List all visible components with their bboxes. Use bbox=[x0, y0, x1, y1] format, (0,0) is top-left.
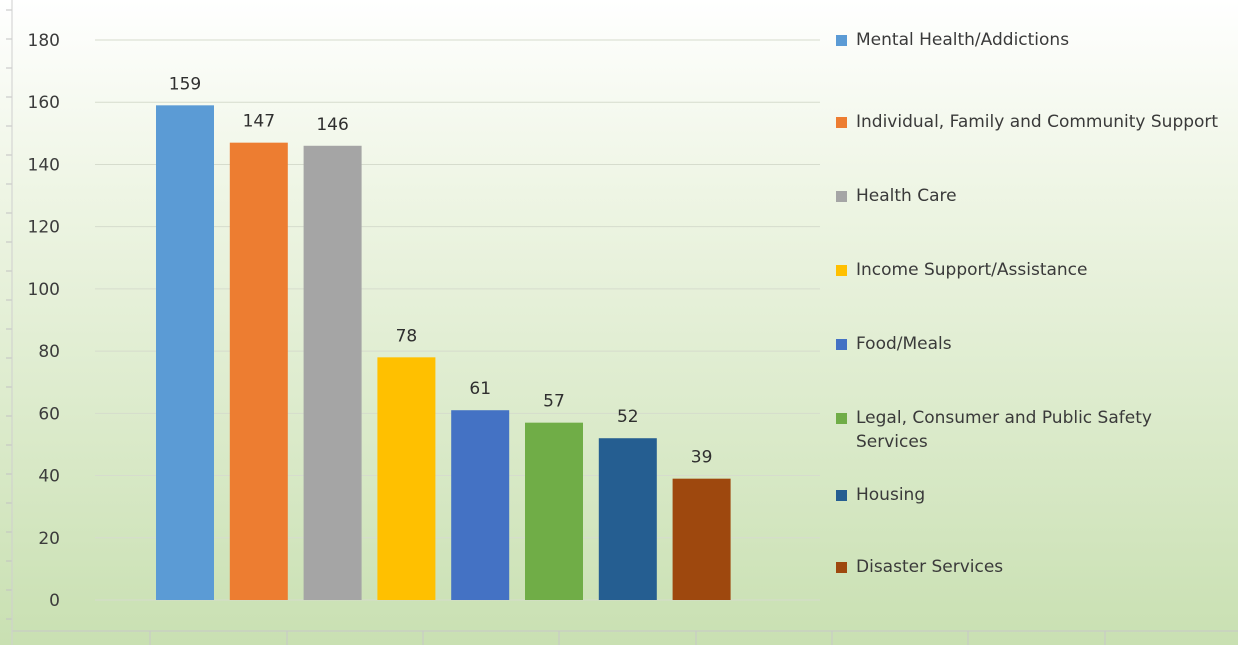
y-tick-label: 80 bbox=[38, 342, 60, 362]
legend-item: Health Care bbox=[836, 184, 1226, 208]
legend-label: Disaster Services bbox=[856, 557, 1004, 577]
legend-label: Health Care bbox=[856, 186, 957, 206]
bar bbox=[672, 478, 731, 600]
legend-item: Housing bbox=[836, 483, 1226, 507]
legend-item: Disaster Services bbox=[836, 555, 1226, 579]
data-label: 159 bbox=[169, 74, 201, 94]
legend-swatch bbox=[836, 35, 847, 46]
legend-swatch bbox=[836, 339, 847, 350]
data-label: 146 bbox=[316, 115, 348, 135]
y-tick-label: 20 bbox=[38, 529, 60, 549]
bar-series bbox=[156, 105, 731, 600]
legend-label: Mental Health/Addictions bbox=[856, 30, 1070, 50]
legend-item: Mental Health/Addictions bbox=[836, 28, 1226, 52]
y-tick-label: 0 bbox=[49, 591, 60, 611]
legend-item: Food/Meals bbox=[836, 332, 1226, 356]
legend-swatch bbox=[836, 490, 847, 501]
data-label: 52 bbox=[617, 407, 639, 427]
y-tick-label: 120 bbox=[28, 218, 60, 238]
y-tick-label: 60 bbox=[38, 404, 60, 424]
bar bbox=[377, 357, 436, 600]
bar bbox=[598, 438, 657, 600]
legend-swatch bbox=[836, 191, 847, 202]
y-tick-label: 140 bbox=[28, 155, 60, 175]
y-tick-label: 100 bbox=[28, 280, 60, 300]
legend-item: Legal, Consumer and Public Safety Servic… bbox=[836, 406, 1226, 454]
y-tick-label: 180 bbox=[28, 31, 60, 51]
bar bbox=[525, 422, 583, 600]
bar bbox=[156, 105, 214, 600]
y-tick-label: 40 bbox=[38, 467, 60, 487]
y-tick-label: 160 bbox=[28, 93, 60, 113]
data-label: 147 bbox=[243, 112, 275, 132]
legend-label: Legal, Consumer and Public Safety Servic… bbox=[856, 408, 1152, 452]
data-label: 78 bbox=[396, 326, 418, 346]
data-labels: 159 147 146 78 61 57 52 39 bbox=[169, 74, 713, 467]
y-axis: 0 20 40 60 80 100 120 140 160 180 bbox=[6, 0, 1238, 645]
legend-swatch bbox=[836, 562, 847, 573]
legend-label: Housing bbox=[856, 485, 926, 505]
data-label: 39 bbox=[691, 448, 713, 468]
legend-item: Income Support/Assistance bbox=[836, 258, 1226, 282]
legend-swatch bbox=[836, 265, 847, 276]
legend-label: Income Support/Assistance bbox=[856, 260, 1088, 280]
legend-label: Food/Meals bbox=[856, 334, 952, 354]
legend-swatch bbox=[836, 117, 847, 128]
bar bbox=[303, 145, 362, 600]
data-label: 61 bbox=[469, 379, 491, 399]
bar bbox=[451, 410, 510, 600]
data-label: 57 bbox=[543, 392, 565, 412]
bar bbox=[229, 142, 288, 600]
legend-label: Individual, Family and Community Support bbox=[856, 112, 1219, 132]
legend-swatch bbox=[836, 413, 847, 424]
legend-item: Individual, Family and Community Support bbox=[836, 110, 1226, 134]
